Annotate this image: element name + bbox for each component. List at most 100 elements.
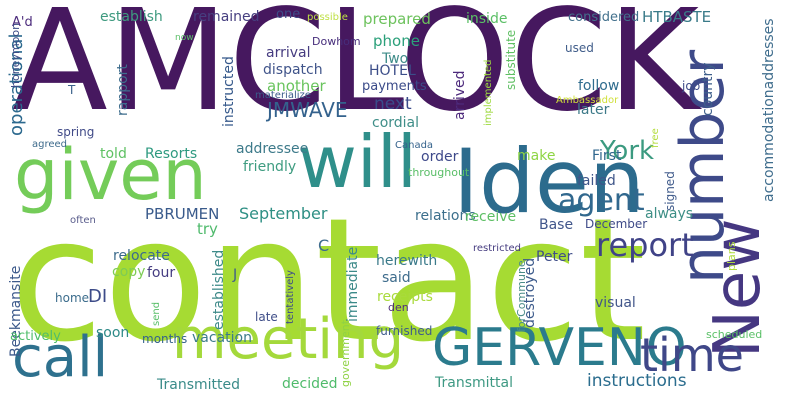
word-gerveno: GERVENO	[432, 318, 687, 378]
word-york: York	[600, 136, 655, 166]
word-pbrumen: PBRUMEN	[145, 205, 220, 223]
word-free: free	[650, 128, 661, 148]
word-make: make	[517, 148, 556, 164]
word-actively: actively	[10, 329, 61, 344]
word-substitute: substitute	[504, 29, 518, 90]
word-instructed: instructed	[221, 56, 237, 127]
word-send: send	[151, 301, 162, 326]
word-said: said	[382, 270, 411, 286]
word-addressee: addressee	[236, 141, 309, 157]
word-destroyed: destroyed	[522, 257, 538, 328]
word-report: report	[596, 226, 694, 264]
word-later: later	[577, 102, 610, 118]
word-transmittal: Transmittal	[435, 375, 513, 391]
word-time: time	[640, 328, 744, 382]
word-plans: plans	[725, 241, 738, 271]
word-next: next	[374, 94, 412, 114]
word-months: months	[142, 332, 188, 346]
word-will: will	[298, 120, 417, 204]
word-immediate: immediate	[345, 246, 361, 322]
word-call: call	[12, 325, 109, 390]
word-failed: failed	[577, 173, 616, 189]
word-herewith: herewith	[376, 253, 438, 269]
word-phone: phone	[373, 32, 420, 50]
word-honeymoon: honeymoon	[9, 22, 22, 88]
word-remained: remained	[193, 9, 260, 25]
word-four: four	[147, 265, 176, 281]
word-scheduled: scheduled	[706, 328, 763, 341]
word-now: now	[175, 33, 194, 43]
word-follow: follow	[578, 78, 620, 94]
word-receive: receive	[465, 209, 517, 225]
word-payments: payments	[362, 79, 427, 94]
word-relations: relations	[415, 208, 476, 224]
word-friendly: friendly	[243, 159, 297, 175]
word-always: always	[645, 206, 694, 222]
word-establish: establish	[100, 9, 163, 25]
word-resorts: Resorts	[145, 146, 198, 162]
word-government: government	[339, 319, 352, 387]
word-copy: copy	[112, 264, 146, 280]
word-den: den	[388, 301, 409, 314]
word-december: December	[585, 217, 648, 231]
word-furnished: furnished	[376, 324, 433, 338]
word-materialize: materialize	[255, 90, 311, 101]
word-another: another	[267, 77, 326, 95]
word-amclock: AMCLOCK	[12, 0, 700, 143]
word-di: DI	[88, 286, 108, 307]
word-job: job	[682, 79, 701, 93]
word-arrived: arrived	[452, 70, 468, 120]
word-order: order	[421, 149, 459, 165]
word-j: J	[233, 267, 238, 283]
word-one: one	[276, 7, 301, 22]
word-visual: visual	[595, 295, 636, 311]
word-considered: considered	[568, 10, 640, 25]
word-told: told	[100, 146, 127, 162]
word-established: established	[211, 249, 227, 330]
word-first: First	[592, 148, 622, 164]
word-vacation: vacation	[192, 330, 252, 346]
word-decided: decided	[282, 376, 338, 392]
word-arrival: arrival	[266, 45, 311, 61]
word-throughout: throughout	[408, 166, 470, 179]
word-try: try	[197, 220, 218, 238]
word-restricted: restricted	[473, 243, 521, 254]
word-given: given	[14, 134, 207, 216]
word-ad: A'd	[12, 15, 33, 30]
word-canada: Canada	[395, 140, 434, 151]
word-late: late	[255, 310, 278, 324]
word-rapport: rapport	[115, 64, 131, 116]
word-cordial: cordial	[372, 115, 420, 131]
word-country: country	[700, 62, 716, 116]
word-meeting: meeting	[172, 307, 405, 372]
word-possible: possible	[307, 12, 348, 23]
word-prepared: prepared	[363, 10, 431, 28]
word-inside: inside	[466, 11, 508, 27]
word-accommodationaddresses: accommodationaddresses	[761, 18, 777, 202]
word-base: Base	[539, 217, 574, 233]
word-c: C	[318, 236, 330, 255]
word-dowhom: Dowhom	[312, 35, 361, 48]
word-home: home	[55, 291, 90, 305]
word-dispatch: dispatch	[263, 62, 323, 78]
word-two: Two	[382, 51, 409, 67]
word-contact: contact	[10, 182, 647, 380]
word-agreed: agreed	[32, 139, 68, 150]
word-t: T	[68, 83, 76, 97]
word-used: used	[565, 41, 594, 55]
word-jmwave: JMWAVE	[267, 98, 348, 122]
word-receipts: receipts	[377, 289, 433, 305]
word-ambassador: Ambassador	[556, 95, 619, 106]
word-implemented: implemented	[483, 59, 494, 126]
word-peter: Peter	[536, 249, 573, 265]
word-tentatively: tentatively	[285, 270, 296, 324]
word-transmitted: Transmitted	[157, 377, 241, 393]
word-htbaste: HTBASTE	[642, 8, 712, 26]
word-agent: agent	[558, 183, 645, 218]
word-instructions: instructions	[587, 371, 687, 391]
word-often: often	[70, 215, 96, 226]
word-hotel: HOTEL	[369, 63, 416, 79]
word-iden: Iden	[453, 130, 645, 233]
word-relocate: relocate	[113, 248, 170, 264]
